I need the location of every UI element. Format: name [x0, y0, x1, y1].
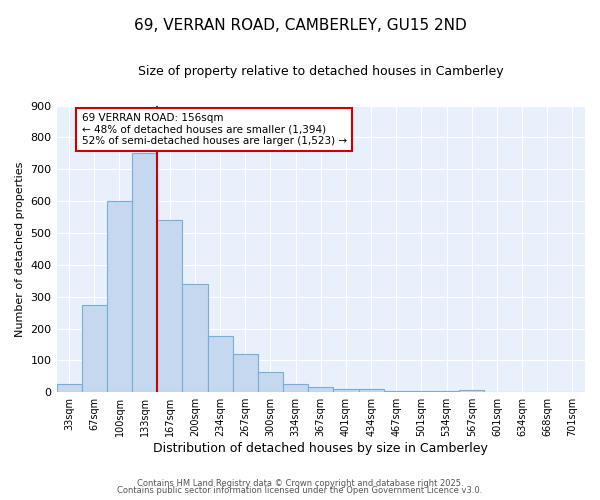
Bar	[132, 154, 157, 392]
Bar	[283, 384, 308, 392]
Bar	[208, 336, 233, 392]
Text: 69 VERRAN ROAD: 156sqm
← 48% of detached houses are smaller (1,394)
52% of semi-: 69 VERRAN ROAD: 156sqm ← 48% of detached…	[82, 113, 347, 146]
Text: Contains HM Land Registry data © Crown copyright and database right 2025.: Contains HM Land Registry data © Crown c…	[137, 478, 463, 488]
Bar	[459, 390, 484, 392]
Bar	[233, 354, 258, 392]
Bar	[56, 384, 82, 392]
Bar	[107, 201, 132, 392]
Bar	[182, 284, 208, 392]
Text: 69, VERRAN ROAD, CAMBERLEY, GU15 2ND: 69, VERRAN ROAD, CAMBERLEY, GU15 2ND	[134, 18, 466, 32]
Bar	[409, 390, 434, 392]
Bar	[383, 390, 409, 392]
Bar	[359, 389, 383, 392]
Bar	[82, 304, 107, 392]
X-axis label: Distribution of detached houses by size in Camberley: Distribution of detached houses by size …	[154, 442, 488, 455]
Text: Contains public sector information licensed under the Open Government Licence v3: Contains public sector information licen…	[118, 486, 482, 495]
Bar	[157, 220, 182, 392]
Y-axis label: Number of detached properties: Number of detached properties	[15, 161, 25, 336]
Bar	[258, 372, 283, 392]
Bar	[334, 389, 359, 392]
Bar	[308, 388, 334, 392]
Title: Size of property relative to detached houses in Camberley: Size of property relative to detached ho…	[138, 65, 503, 78]
